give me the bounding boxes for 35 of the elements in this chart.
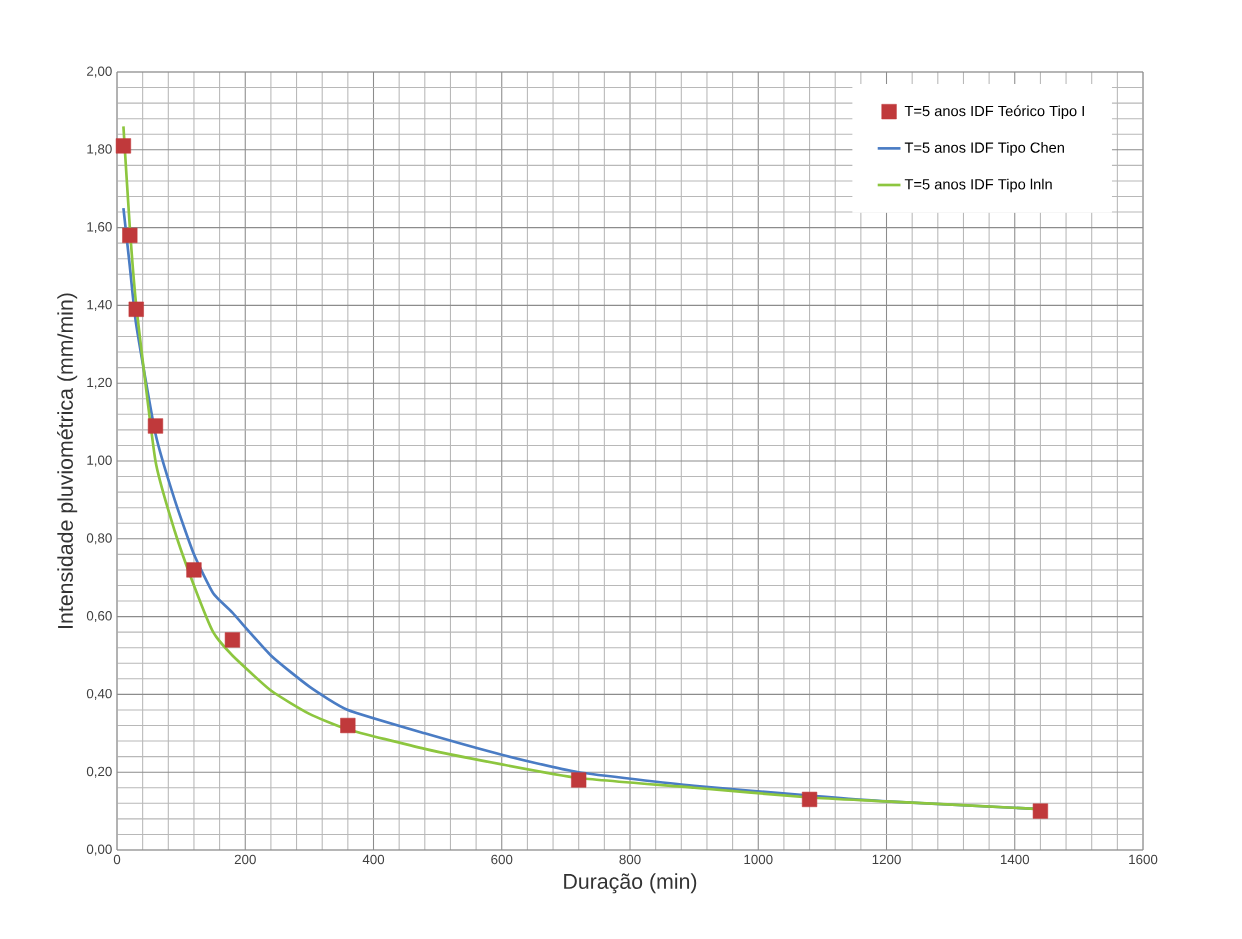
y-tick-label: 0,40 [86,688,112,700]
y-tick-label: 1,20 [87,377,112,389]
x-axis-title: Duração (min) [564,873,697,894]
x-tick-label: 200 [234,854,256,865]
legend-label: T=5 anos IDF Teórico Tipo I [904,105,1084,120]
y-tick-label: 1,80 [87,144,112,156]
legend-label: T=5 anos IDF Tipo lnln [904,178,1052,193]
x-tick-label: 600 [491,854,513,865]
y-axis-title: Intensidade pluviométrica (mm/min) [57,293,78,628]
y-tick-label: 0,60 [86,611,112,623]
point [147,418,164,434]
point [1032,803,1049,819]
x-tick-label: 1600 [1129,854,1158,865]
point [128,301,144,317]
point [801,791,818,808]
y-tick-label: 2,00 [87,66,112,78]
legend-label: T=5 anos IDF Tipo Chen [904,142,1064,156]
point [186,562,202,578]
y-tick-label: 1,40 [87,299,112,311]
x-tick-label: 400 [362,854,385,865]
y-tick-label: 0,80 [86,533,112,545]
y-tick-label: 0,00 [86,844,112,856]
point [340,717,356,734]
x-tick-label: 1000 [744,854,773,865]
point [122,227,138,243]
point [571,772,587,788]
y-tick-label: 1,60 [87,222,112,234]
y-tick-label: 0,20 [86,766,112,778]
x-tick-label: 1200 [872,854,901,865]
point [224,632,241,648]
x-tick-label: 800 [619,854,641,865]
x-tick-label: 1400 [1000,854,1030,865]
point [115,138,132,154]
x-tick-label: 0 [113,854,121,865]
y-tick-label: 1,00 [87,455,112,467]
